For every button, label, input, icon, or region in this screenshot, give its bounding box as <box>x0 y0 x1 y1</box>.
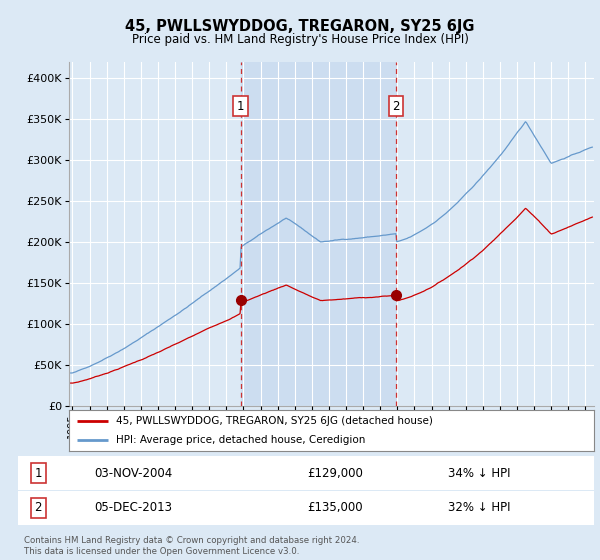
Text: HPI: Average price, detached house, Ceredigion: HPI: Average price, detached house, Cere… <box>116 435 365 445</box>
Text: 45, PWLLSWYDDOG, TREGARON, SY25 6JG: 45, PWLLSWYDDOG, TREGARON, SY25 6JG <box>125 20 475 34</box>
Text: £135,000: £135,000 <box>307 501 362 515</box>
Text: 05-DEC-2013: 05-DEC-2013 <box>94 501 172 515</box>
Text: 32% ↓ HPI: 32% ↓ HPI <box>448 501 510 515</box>
Bar <box>241 62 396 406</box>
Text: 1: 1 <box>237 100 244 113</box>
Text: £129,000: £129,000 <box>307 466 363 480</box>
Text: Contains HM Land Registry data © Crown copyright and database right 2024.: Contains HM Land Registry data © Crown c… <box>24 536 359 545</box>
Text: 03-NOV-2004: 03-NOV-2004 <box>94 466 172 480</box>
Text: 1: 1 <box>34 466 42 480</box>
Text: 34% ↓ HPI: 34% ↓ HPI <box>448 466 510 480</box>
Text: 2: 2 <box>392 100 400 113</box>
Text: Price paid vs. HM Land Registry's House Price Index (HPI): Price paid vs. HM Land Registry's House … <box>131 32 469 46</box>
Text: 45, PWLLSWYDDOG, TREGARON, SY25 6JG (detached house): 45, PWLLSWYDDOG, TREGARON, SY25 6JG (det… <box>116 417 433 426</box>
Text: This data is licensed under the Open Government Licence v3.0.: This data is licensed under the Open Gov… <box>24 547 299 556</box>
Text: 2: 2 <box>34 501 42 515</box>
